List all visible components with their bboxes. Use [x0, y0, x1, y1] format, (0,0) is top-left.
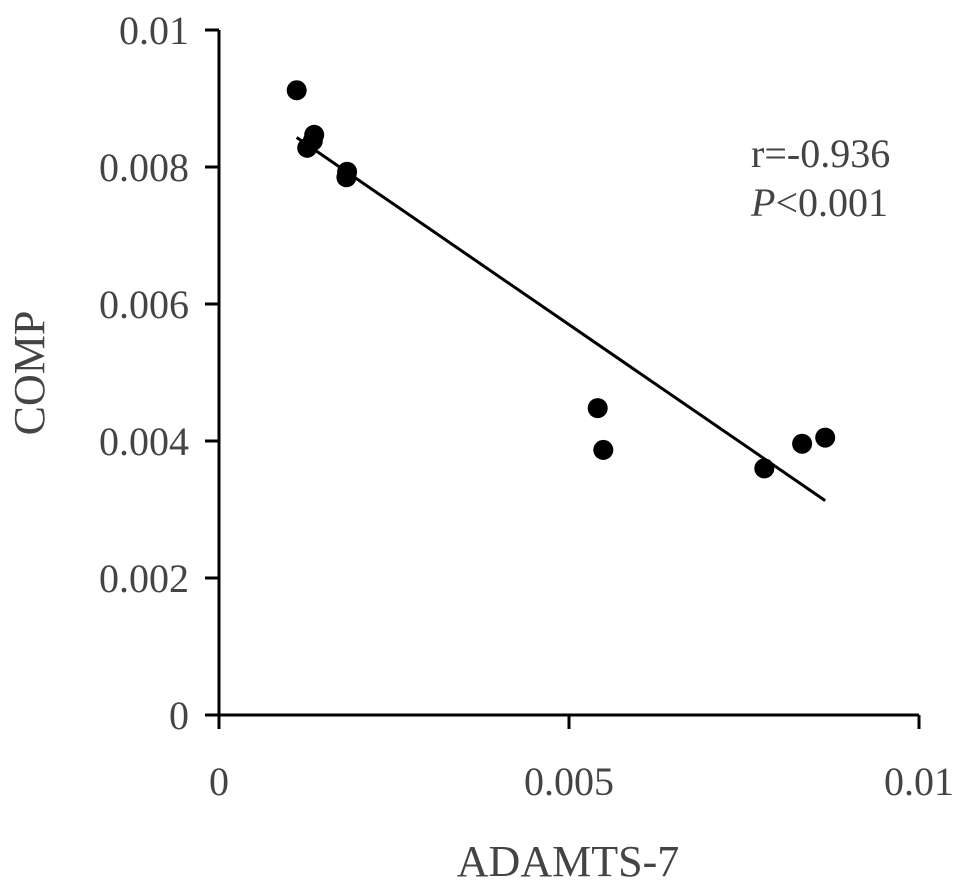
trendline-layer	[295, 136, 827, 502]
data-point	[336, 167, 357, 188]
y-tick-label: 0.002	[99, 556, 189, 601]
data-point	[754, 458, 775, 479]
data-point	[593, 439, 614, 460]
x-tick-label: 0.005	[524, 759, 614, 804]
p-value-symbol: P	[750, 180, 775, 225]
data-point	[815, 427, 836, 448]
y-axis-title: COMP	[5, 311, 54, 436]
p-value-text: <0.001	[775, 180, 888, 225]
y-tick-label: 0	[169, 693, 189, 738]
data-point	[286, 80, 307, 101]
data-points	[286, 80, 836, 479]
y-tick-label: 0.004	[99, 419, 189, 464]
y-tick-label: 0.01	[119, 8, 189, 53]
y-tick-label: 0.008	[99, 145, 189, 190]
y-tick-label: 0.006	[99, 282, 189, 327]
tick-labels: 0 0.002 0.004 0.006 0.008 0.01 0 0.005 0.01	[99, 8, 954, 804]
data-point	[587, 398, 608, 419]
correlation-annotation: r=-0.936	[751, 131, 890, 176]
x-axis-title: ADAMTS-7	[457, 837, 679, 886]
data-point	[297, 137, 318, 158]
trendline	[295, 136, 827, 502]
x-tick-label: 0.01	[884, 759, 954, 804]
p-value-annotation: P<0.001	[750, 180, 888, 225]
axes	[205, 28, 921, 729]
data-point	[792, 433, 813, 454]
x-tick-label: 0	[209, 759, 229, 804]
